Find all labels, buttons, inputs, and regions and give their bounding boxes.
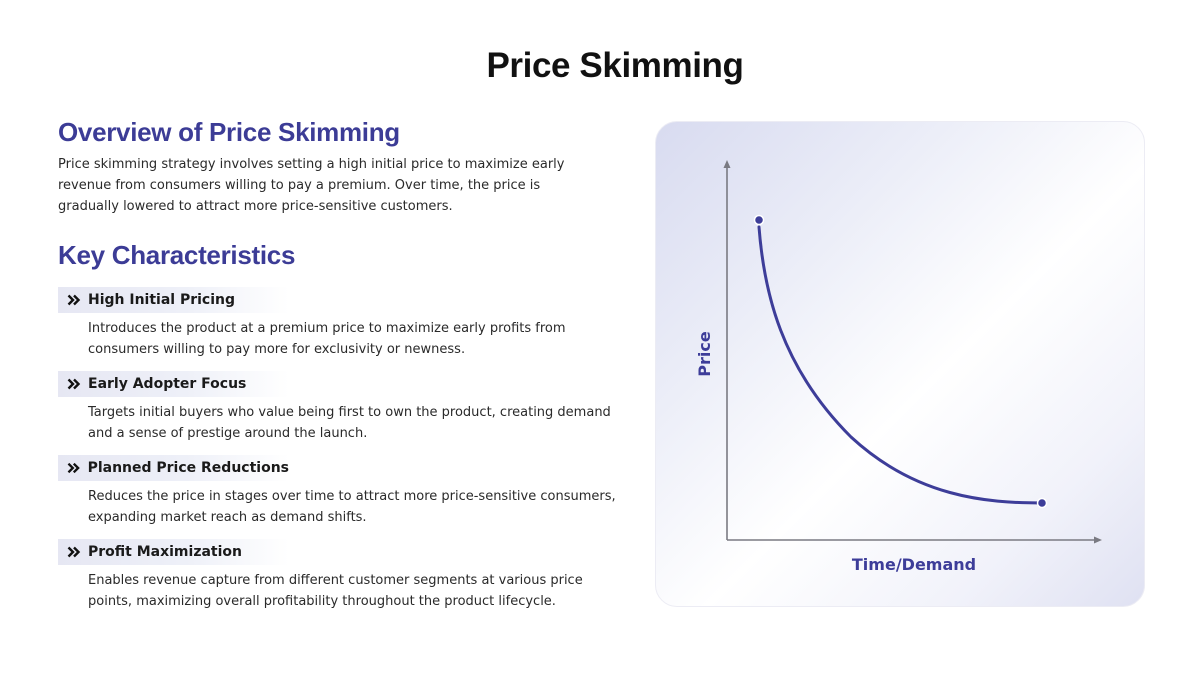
characteristic-description: Introduces the product at a premium pric… — [88, 321, 566, 357]
price-curve — [757, 225, 1044, 505]
characteristic-title-bar: Early Adopter Focus — [58, 371, 289, 397]
content-column: Overview of Price Skimming Price skimmin… — [58, 114, 628, 623]
x-axis-label: Time/Demand — [852, 555, 976, 574]
characteristic-description: Targets initial buyers who value being f… — [88, 405, 611, 441]
double-chevron-right-icon — [67, 546, 81, 558]
characteristic-description: Reduces the price in stages over time to… — [88, 489, 616, 525]
key-characteristics-heading: Key Characteristics — [58, 240, 296, 270]
characteristic-title: Planned Price Reductions — [87, 460, 289, 476]
y-axis-label: Price — [695, 331, 714, 377]
characteristic-item: High Initial Pricing Introduces the prod… — [58, 287, 628, 360]
overview-heading: Overview of Price Skimming — [58, 117, 400, 147]
characteristic-title-bar: Profit Maximization — [58, 539, 289, 565]
characteristics-list: High Initial Pricing Introduces the prod… — [58, 287, 628, 612]
overview-text: Price skimming strategy involves setting… — [58, 157, 565, 214]
price-curve-diagram: Time/Demand Price — [655, 121, 1145, 607]
characteristic-title: Early Adopter Focus — [88, 376, 247, 392]
page-title: Price Skimming — [486, 46, 744, 85]
characteristic-item: Early Adopter Focus Targets initial buye… — [58, 371, 628, 444]
double-chevron-right-icon — [67, 378, 81, 390]
characteristic-title: Profit Maximization — [88, 544, 242, 560]
characteristic-title-bar: Planned Price Reductions — [58, 455, 289, 481]
double-chevron-right-icon — [67, 462, 80, 474]
characteristic-title: High Initial Pricing — [88, 292, 236, 308]
double-chevron-right-icon — [67, 294, 81, 306]
price-curve-svg: Time/Demand Price — [695, 160, 1102, 574]
characteristic-item: Planned Price Reductions Reduces the pri… — [58, 455, 628, 528]
characteristic-title-bar: High Initial Pricing — [58, 287, 289, 313]
y-axis-arrow — [723, 160, 731, 168]
curve-start-point — [753, 214, 765, 226]
characteristic-description: Enables revenue capture from different c… — [88, 573, 583, 609]
curve-end-point — [1036, 497, 1048, 509]
characteristic-item: Profit Maximization Enables revenue capt… — [58, 539, 628, 612]
x-axis-arrow — [1094, 536, 1102, 544]
